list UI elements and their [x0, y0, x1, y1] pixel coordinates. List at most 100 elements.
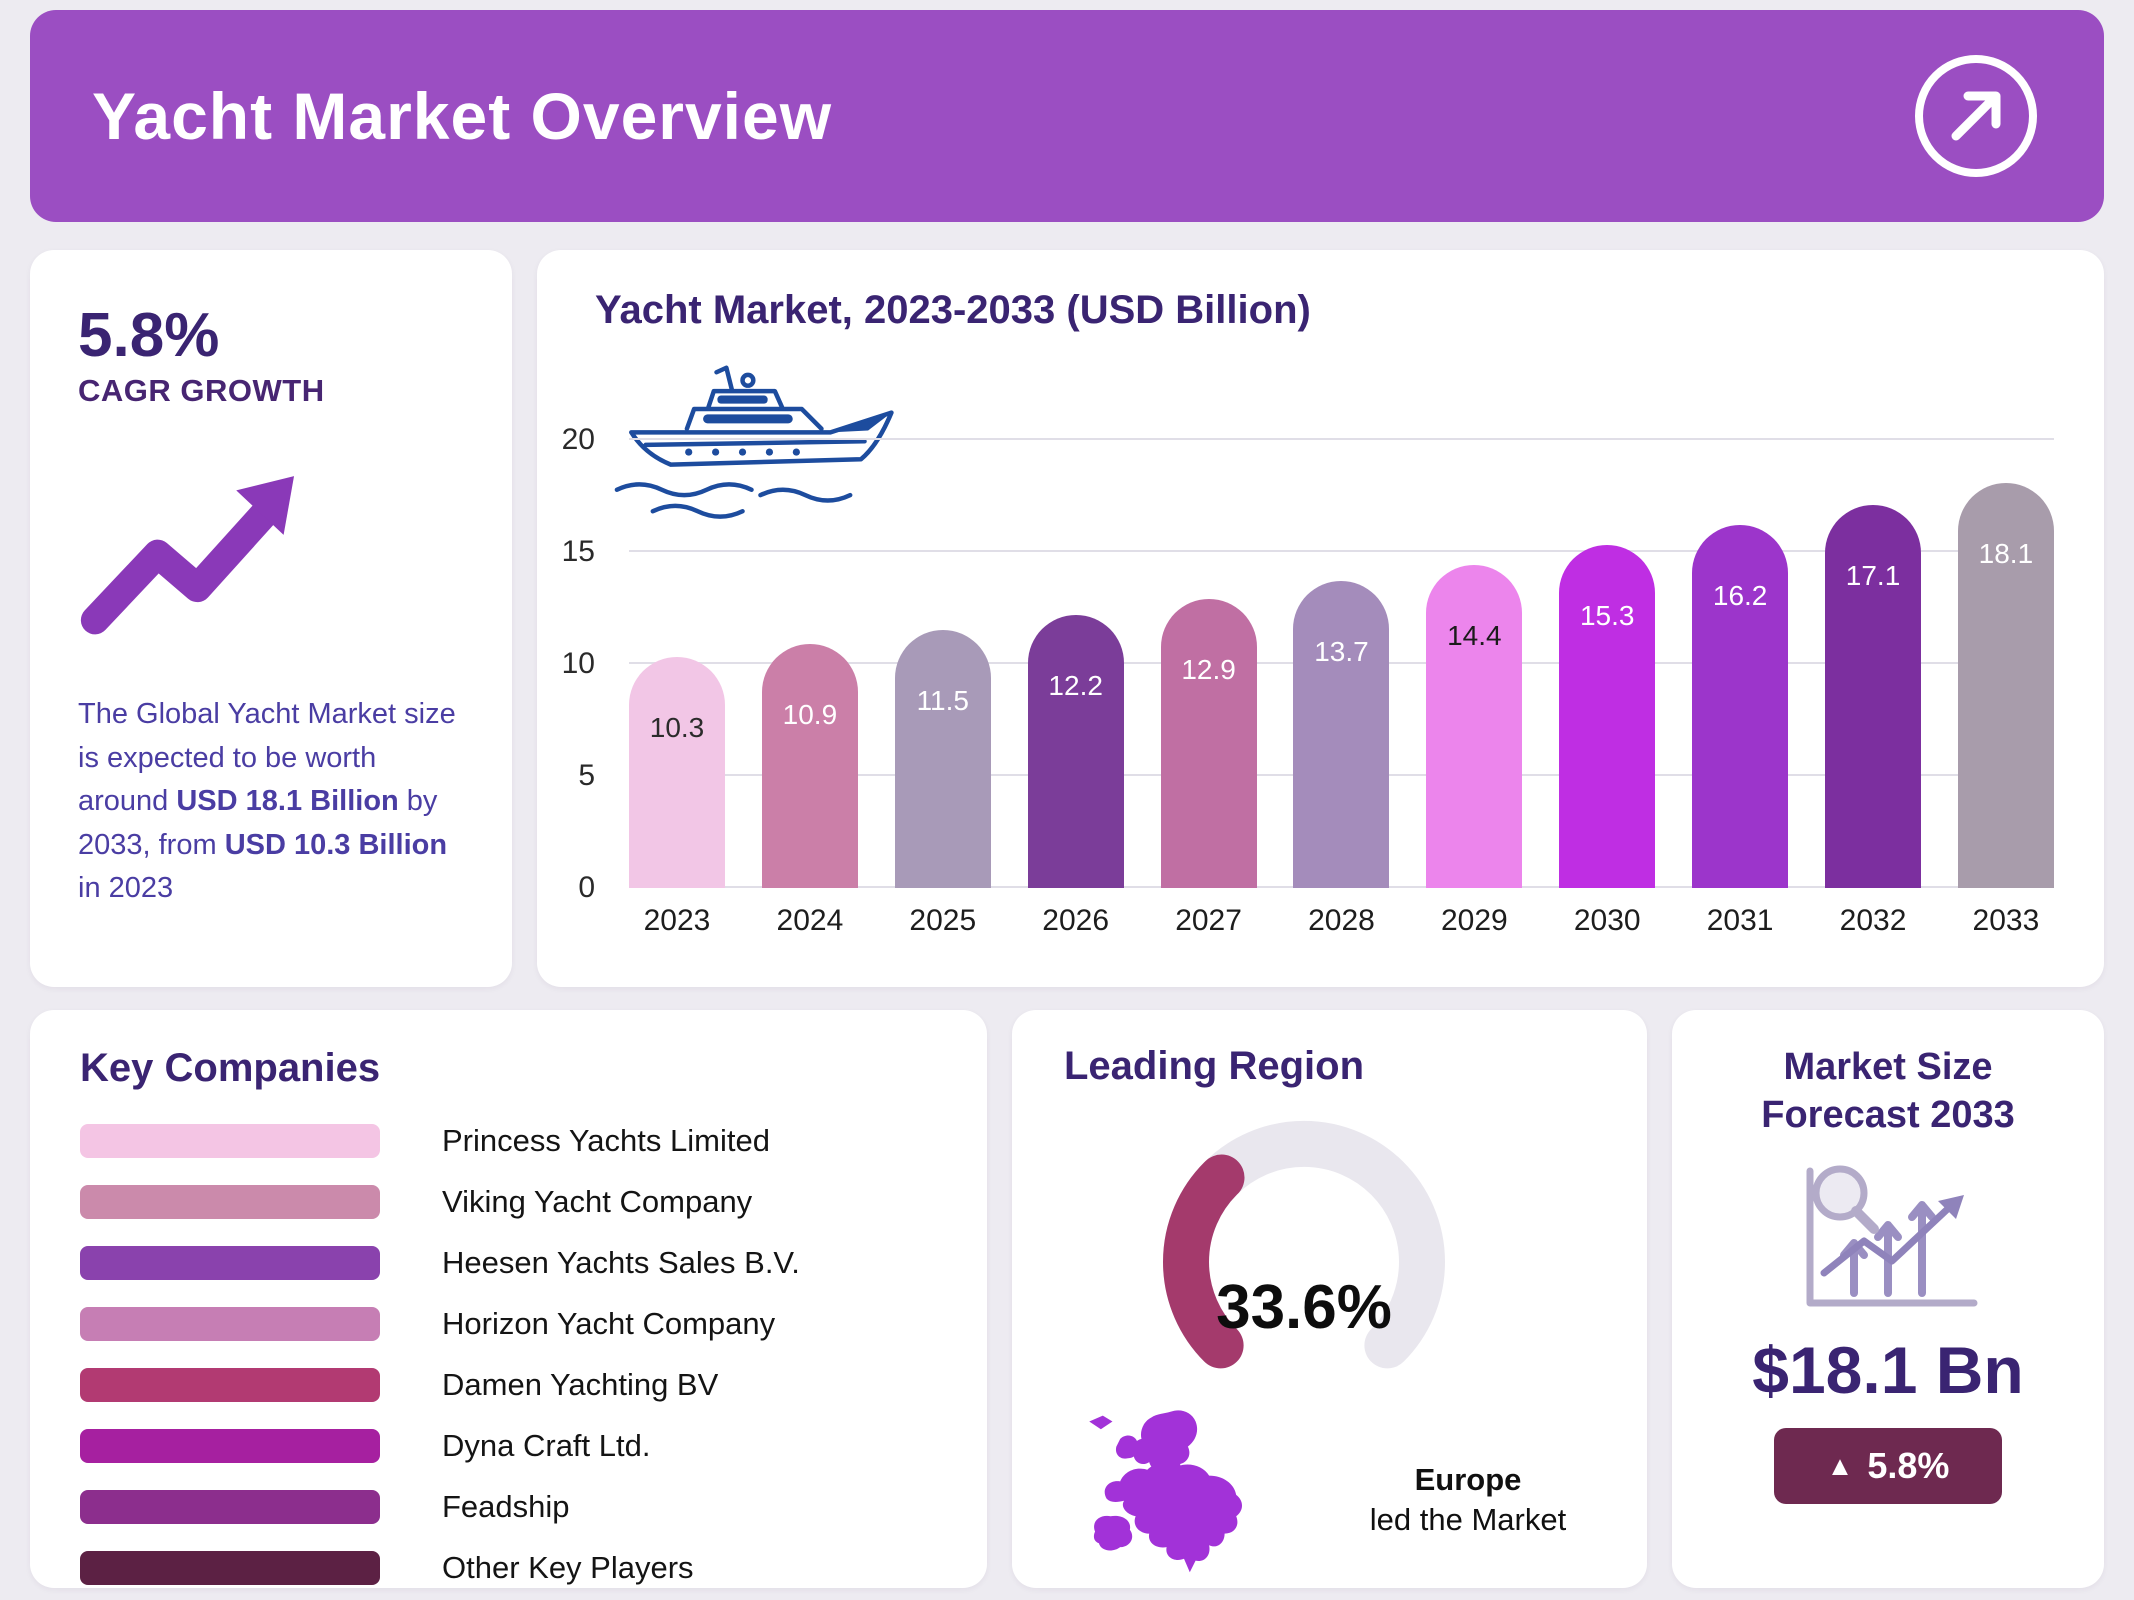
x-axis-label: 2025 — [909, 904, 977, 937]
bar-group: 15.3 2030 — [1559, 440, 1656, 937]
company-color-swatch — [80, 1368, 380, 1402]
cagr-value: 5.8% — [78, 301, 220, 370]
company-row: Princess Yachts Limited — [80, 1123, 937, 1159]
company-label: Feadship — [442, 1489, 570, 1524]
company-label: Other Key Players — [442, 1550, 694, 1585]
key-companies-title: Key Companies — [80, 1046, 381, 1090]
company-row: Damen Yachting BV — [80, 1367, 937, 1403]
company-color-swatch — [80, 1429, 380, 1463]
chart-bar: 13.7 — [1293, 581, 1390, 888]
gauge-fill-arc — [1163, 1120, 1445, 1369]
chart-bar: 10.3 — [629, 657, 725, 888]
region-share-gauge — [1163, 1120, 1445, 1369]
company-color-swatch — [80, 1185, 380, 1219]
chart-bar: 18.1 — [1957, 482, 2054, 888]
market-size-title: Market Size Forecast 2033 — [1761, 1046, 2015, 1136]
chart-bar: 16.2 — [1692, 525, 1789, 888]
leading-region-card: Leading Region 33.6% Europe led the Mark… — [1012, 1010, 1647, 1588]
y-axis-tick-label: 20 — [561, 423, 595, 456]
description-text: in 2023 — [78, 872, 174, 904]
chart-bar: 17.1 — [1825, 504, 1922, 888]
chart-bar: 12.2 — [1027, 614, 1124, 888]
y-axis-tick-label: 15 — [561, 535, 595, 568]
bar-value-label: 14.4 — [1447, 620, 1502, 652]
header-banner: Yacht Market Overview — [30, 10, 2104, 222]
trending-up-icon — [80, 476, 295, 635]
x-axis-label: 2032 — [1839, 904, 1907, 937]
description-text: The Global Yacht Market size is expected… — [78, 698, 456, 817]
company-list: Princess Yachts Limited Viking Yacht Comp… — [80, 1123, 937, 1586]
growth-badge-value: 5.8% — [1867, 1445, 1950, 1486]
company-label: Dyna Craft Ltd. — [442, 1428, 651, 1463]
company-row: Viking Yacht Company — [80, 1184, 937, 1220]
market-size-card: Market Size Forecast 2033 $18.1 Bn ▲ 5.8… — [1672, 1010, 2104, 1588]
bar-value-label: 12.9 — [1181, 654, 1236, 686]
chart-bar: 14.4 — [1426, 565, 1523, 888]
bar-group: 12.2 2026 — [1027, 440, 1124, 937]
bar-value-label: 11.5 — [916, 685, 969, 717]
company-row: Horizon Yacht Company — [80, 1306, 937, 1342]
chart-bar: 15.3 — [1559, 545, 1656, 888]
cagr-card: 5.8% CAGR GROWTH The Global Yacht Market… — [30, 250, 512, 987]
x-axis-label: 2030 — [1573, 904, 1641, 937]
bar-group: 18.1 2033 — [1957, 440, 2054, 937]
chart-title: Yacht Market, 2023-2033 (USD Billion) — [595, 288, 1311, 332]
y-axis-labels: 0 5 10 15 20 — [537, 423, 611, 904]
chart-card: Yacht Market, 2023-2033 (USD Billion) 0 5… — [537, 250, 2104, 987]
cagr-description: The Global Yacht Market size is expected… — [78, 693, 464, 911]
bar-group: 12.9 2027 — [1160, 440, 1257, 937]
company-color-swatch — [80, 1307, 380, 1341]
bar-value-label: 10.9 — [782, 698, 838, 730]
company-row: Dyna Craft Ltd. — [80, 1428, 937, 1464]
company-label: Princess Yachts Limited — [442, 1123, 770, 1158]
description-text: by 2033, from — [78, 785, 438, 861]
company-color-swatch — [80, 1490, 380, 1524]
market-analysis-icon — [1806, 1165, 1978, 1307]
y-axis-tick-label: 5 — [578, 759, 595, 792]
bar-group: 13.7 2028 — [1293, 440, 1390, 937]
bar-value-label: 15.3 — [1579, 600, 1635, 632]
key-companies-card: Key Companies Princess Yachts Limited Vik… — [30, 1010, 987, 1588]
x-axis-label: 2031 — [1706, 904, 1774, 937]
bar-group: 16.2 2031 — [1692, 440, 1789, 937]
europe-map-icon — [1089, 1410, 1242, 1573]
leading-region-title: Leading Region — [1064, 1044, 1364, 1088]
x-axis-label: 2029 — [1440, 904, 1508, 937]
up-triangle-icon: ▲ — [1826, 1450, 1854, 1481]
leading-region-subtext: led the Market — [1369, 1502, 1567, 1538]
open-link-button[interactable] — [1910, 50, 2042, 182]
company-label: Damen Yachting BV — [442, 1367, 719, 1402]
company-label: Heesen Yachts Sales B.V. — [442, 1245, 800, 1280]
y-axis-tick-label: 0 — [578, 871, 595, 904]
company-color-swatch — [80, 1551, 380, 1585]
company-color-swatch — [80, 1124, 380, 1158]
bar-value-label: 17.1 — [1845, 559, 1901, 591]
leading-region-caption: Europe led the Market — [1310, 1460, 1626, 1541]
company-row: Feadship — [80, 1489, 937, 1525]
x-axis-label: 2028 — [1308, 904, 1375, 937]
x-axis-label: 2033 — [1972, 904, 2040, 937]
chart-bar: 11.5 — [894, 630, 991, 888]
x-axis-label: 2026 — [1042, 904, 1110, 937]
arrow-up-right-icon — [1915, 55, 2037, 177]
company-row: Heesen Yachts Sales B.V. — [80, 1245, 937, 1281]
bar-value-label: 12.2 — [1048, 669, 1103, 701]
cagr-label: CAGR GROWTH — [78, 373, 325, 408]
x-axis-label: 2027 — [1175, 904, 1242, 937]
bar-value-label: 10.3 — [649, 712, 705, 744]
x-axis-label: 2024 — [776, 904, 844, 937]
bar-group: 11.5 2025 — [894, 440, 991, 937]
x-axis-label: 2023 — [643, 904, 711, 937]
bar-plot: 10.3 2023 10.9 2024 11.5 2025 12.2 2026 12.9 2027… — [629, 438, 2054, 937]
chart-bar: 12.9 — [1160, 599, 1257, 888]
description-highlight: USD 18.1 Billion — [176, 785, 399, 817]
description-highlight: USD 10.3 Billion — [224, 828, 448, 861]
company-color-swatch — [80, 1246, 380, 1280]
bar-group: 10.9 2024 — [761, 440, 858, 937]
company-label: Horizon Yacht Company — [442, 1306, 776, 1341]
page-title: Yacht Market Overview — [92, 79, 833, 153]
gridline — [629, 438, 2054, 440]
company-row: Other Key Players — [80, 1550, 937, 1586]
bar-value-label: 16.2 — [1712, 580, 1768, 612]
bars: 10.3 2023 10.9 2024 11.5 2025 12.2 2026 12.9 2027… — [629, 440, 2054, 937]
